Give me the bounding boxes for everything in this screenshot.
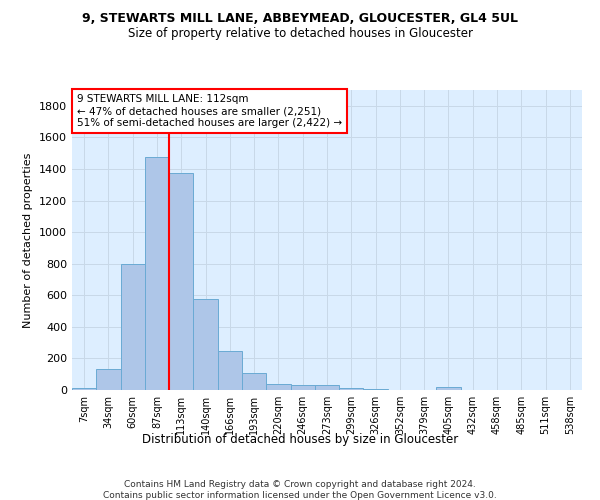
Bar — [242, 372, 266, 390]
Text: 9 STEWARTS MILL LANE: 112sqm
← 47% of detached houses are smaller (2,251)
51% of: 9 STEWARTS MILL LANE: 112sqm ← 47% of de… — [77, 94, 342, 128]
Text: 9, STEWARTS MILL LANE, ABBEYMEAD, GLOUCESTER, GL4 5UL: 9, STEWARTS MILL LANE, ABBEYMEAD, GLOUCE… — [82, 12, 518, 26]
Bar — [218, 350, 242, 390]
Bar — [266, 384, 290, 390]
Bar — [436, 387, 461, 390]
Text: Contains HM Land Registry data © Crown copyright and database right 2024.: Contains HM Land Registry data © Crown c… — [124, 480, 476, 489]
Bar — [72, 388, 96, 390]
Text: Distribution of detached houses by size in Gloucester: Distribution of detached houses by size … — [142, 432, 458, 446]
Bar — [193, 299, 218, 390]
Bar — [169, 173, 193, 390]
Bar — [364, 389, 388, 390]
Bar — [290, 386, 315, 390]
Bar — [121, 264, 145, 390]
Bar — [96, 370, 121, 390]
Text: Contains public sector information licensed under the Open Government Licence v3: Contains public sector information licen… — [103, 491, 497, 500]
Bar — [145, 157, 169, 390]
Y-axis label: Number of detached properties: Number of detached properties — [23, 152, 34, 328]
Text: Size of property relative to detached houses in Gloucester: Size of property relative to detached ho… — [128, 28, 473, 40]
Bar — [315, 386, 339, 390]
Bar — [339, 388, 364, 390]
